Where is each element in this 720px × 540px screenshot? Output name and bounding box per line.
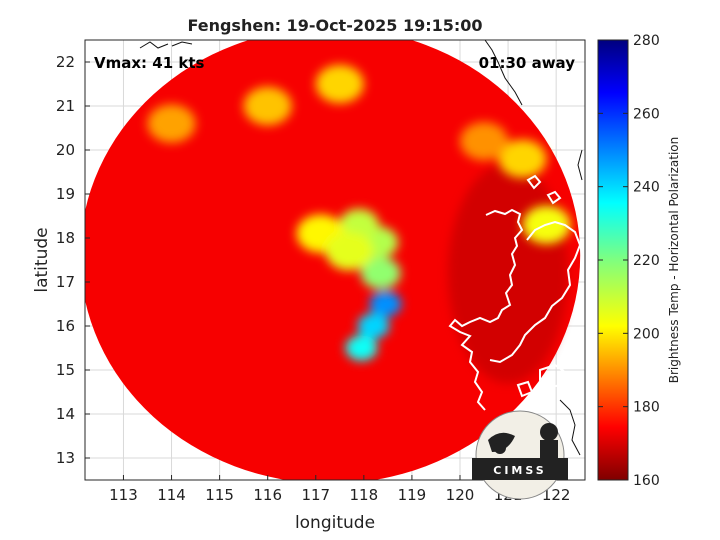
x-tick-label: 118 [350,486,379,504]
cimss-logo: CIMSS [472,410,568,500]
x-tick-label: 116 [253,486,282,504]
colorbar-tick-label: 180 [633,400,660,416]
y-tick-label: 15 [56,361,75,379]
brightness-feature [345,335,378,361]
x-tick-label: 117 [301,486,330,504]
colorbar-tick-label: 200 [633,326,660,342]
x-tick-label: 114 [157,486,186,504]
colorbar-tick-label: 280 [633,33,660,49]
colorbar-ticks: 280 260 240 220 200 180 160 [598,33,660,489]
x-axis: 113114115116117118119120121122 [109,475,570,504]
brightness-feature [357,313,390,339]
x-tick-label: 119 [398,486,427,504]
x-tick-label: 122 [542,486,571,504]
x-tick-label: 120 [446,486,475,504]
colorbar-tick-label: 220 [633,253,660,269]
brightness-feature [498,139,547,178]
y-tick-label: 17 [56,273,75,291]
colorbar-tick-label: 160 [633,473,660,489]
y-tick-label: 19 [56,185,75,203]
y-tick-label: 22 [56,53,75,71]
brightness-feature [147,104,196,143]
y-axis: 13 14 15 16 17 18 19 20 21 22 [56,53,90,467]
brightness-feature [360,257,401,290]
axes-frame [84,39,586,481]
y-tick-label: 21 [56,97,75,115]
y-axis-label: latitude [32,227,52,292]
colorbar-tick-label: 260 [633,106,660,122]
y-tick-label: 20 [56,141,75,159]
y-tick-label: 16 [56,317,75,335]
time-offset-annotation: 01:30 away [479,54,576,72]
brightness-feature [243,86,292,126]
vmax-annotation: Vmax: 41 kts [94,54,204,72]
features-layer [147,64,571,361]
x-tick-label: 115 [205,486,234,504]
colorbar-tick-label: 240 [633,180,660,196]
coastline [448,174,582,411]
brightness-feature [460,122,509,161]
y-tick-label: 13 [56,449,75,467]
brightness-feature [315,64,364,104]
chart-title: Fengshen: 19-Oct-2025 19:15:00 [187,16,482,35]
swath-cold-region [448,163,569,384]
y-tick-label: 14 [56,405,75,423]
brightness-feature [325,232,374,271]
colorbar-label: Brightness Temp - Horizontal Polarizatio… [667,137,681,384]
brightness-feature [369,291,402,317]
logo-text: CIMSS [493,464,546,477]
x-tick-label: 113 [109,486,138,504]
y-tick-label: 18 [56,229,75,247]
x-axis-label: longitude [295,513,375,533]
